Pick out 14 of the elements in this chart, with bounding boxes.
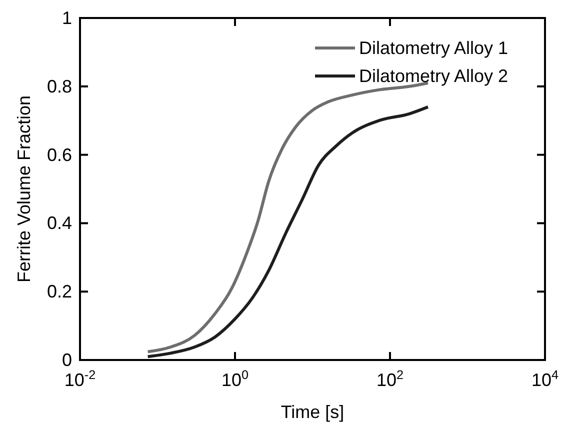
- x-tick-label: 10$^{4}$: [531, 368, 559, 390]
- legend-label: Dilatometry Alloy 2: [359, 66, 508, 86]
- y-tick-label: 0.8: [46, 76, 72, 96]
- x-tick-label: 10$^{-2}$: [64, 368, 96, 390]
- x-axis-title: Time [s]: [280, 402, 344, 422]
- y-tick-label: 1: [62, 8, 72, 28]
- y-tick-label: 0: [62, 350, 72, 370]
- x-tick-label: 10$^{2}$: [376, 368, 404, 390]
- y-tick-label: 0.6: [46, 144, 72, 165]
- x-tick-label: 10$^{0}$: [221, 368, 249, 390]
- y-tick-label: 0.2: [46, 282, 72, 302]
- y-tick-label: 0.4: [46, 213, 72, 234]
- legend-label: Dilatometry Alloy 1: [359, 38, 508, 58]
- y-axis-title: Ferrite Volume Fraction: [14, 95, 34, 283]
